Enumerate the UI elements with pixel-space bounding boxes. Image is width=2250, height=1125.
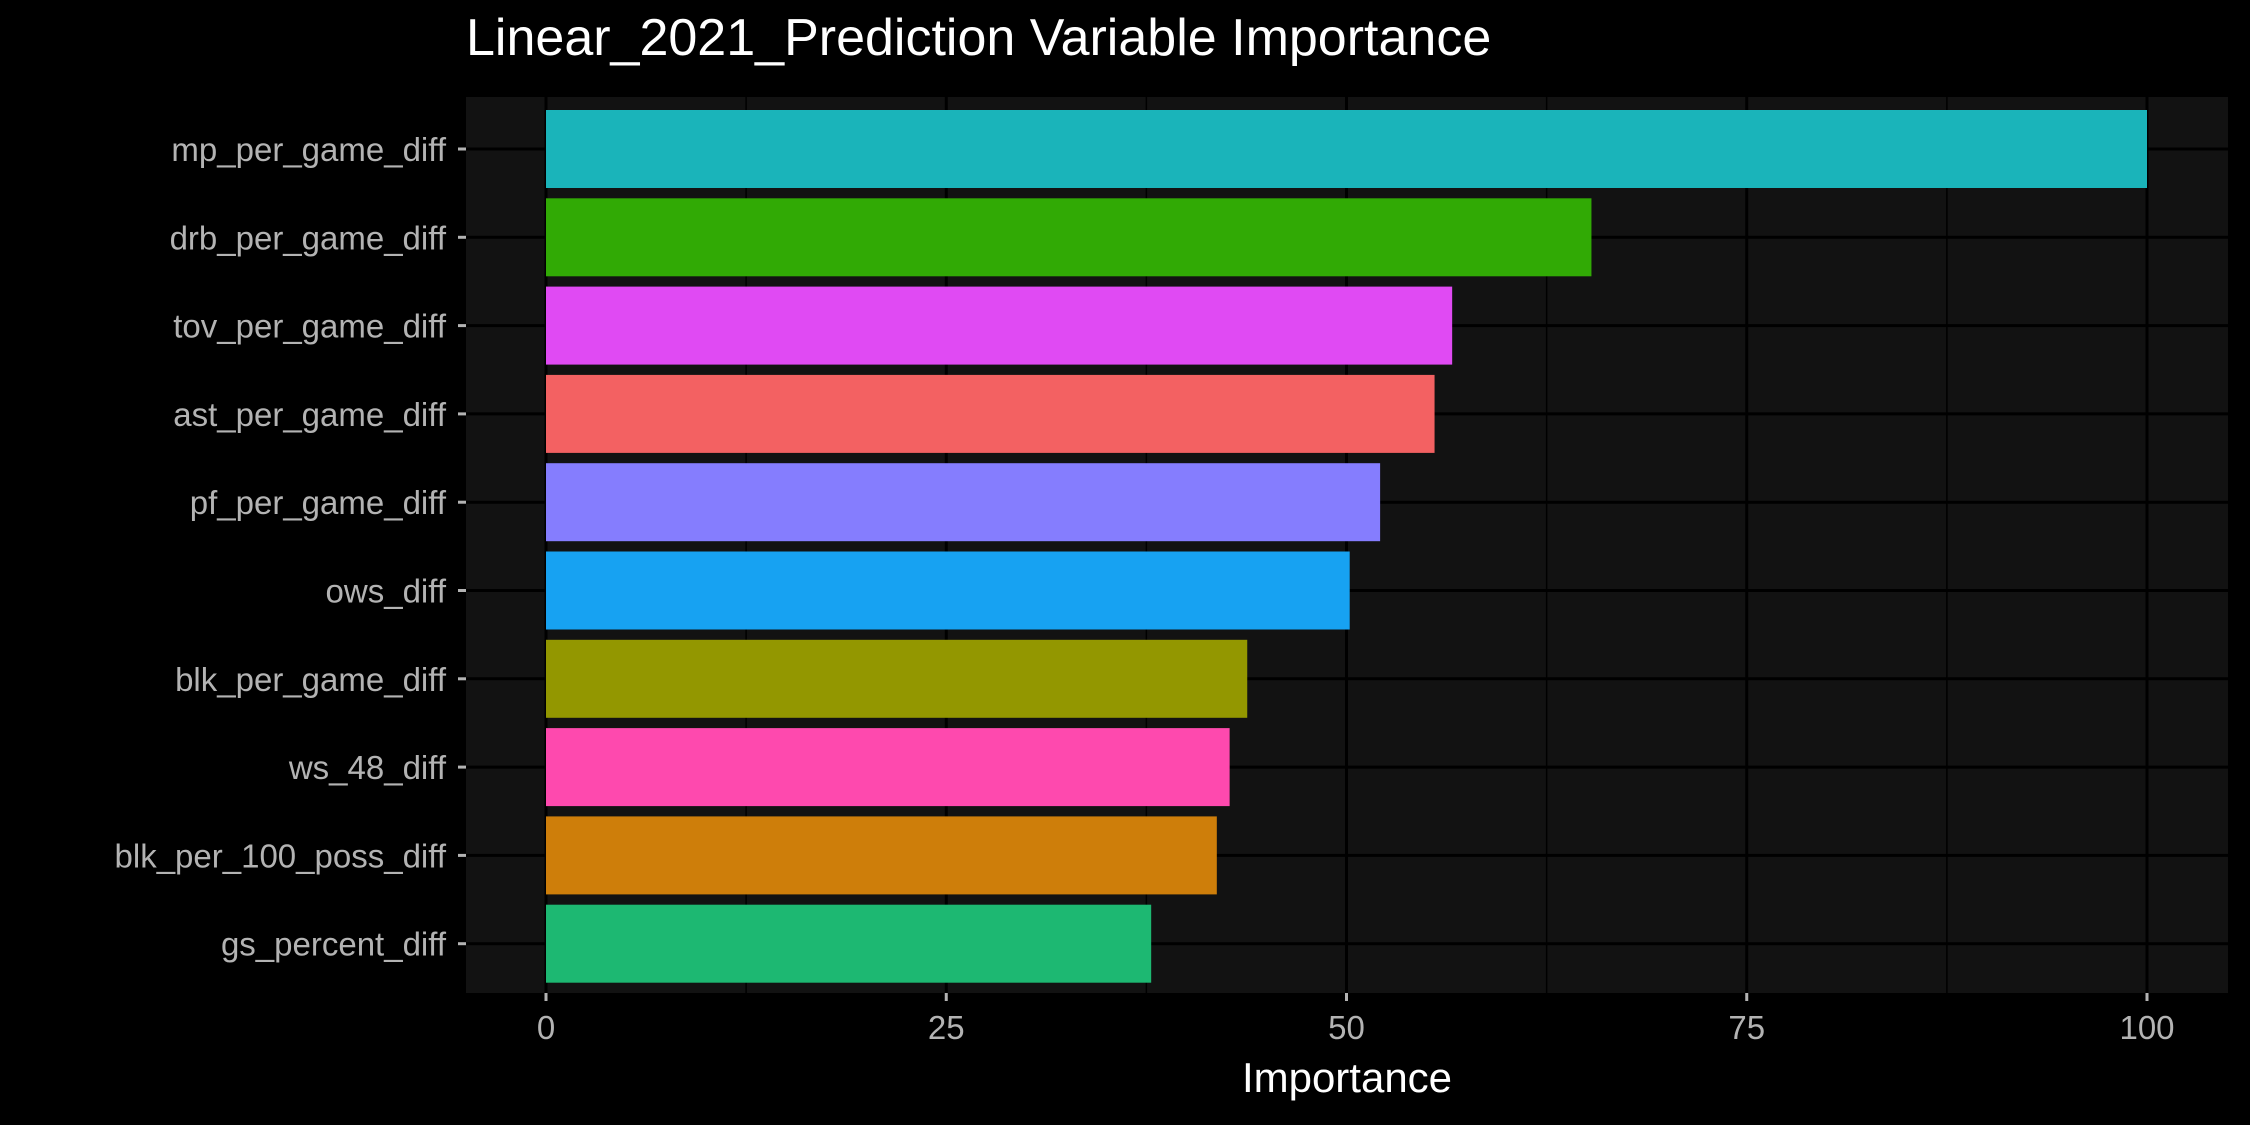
x-tick-label: 0	[537, 1009, 555, 1046]
y-tick-label: tov_per_game_diff	[173, 308, 447, 345]
y-tick-label: ows_diff	[326, 573, 447, 610]
y-tick-label: blk_per_game_diff	[175, 661, 447, 698]
bar-blk-per-100-poss-diff	[546, 816, 1217, 895]
bars	[546, 110, 2147, 983]
bar-ast-per-game-diff	[546, 374, 1435, 453]
y-tick-label: blk_per_100_poss_diff	[115, 837, 447, 874]
x-tick-label: 50	[1328, 1009, 1365, 1046]
y-tick-label: pf_per_game_diff	[190, 484, 447, 521]
x-axis: 0 25 50 75 100	[537, 993, 2175, 1046]
x-axis-title: Importance	[1242, 1054, 1452, 1101]
x-tick-label: 75	[1728, 1009, 1765, 1046]
bar-tov-per-game-diff	[546, 286, 1453, 365]
y-tick-label: ast_per_game_diff	[173, 396, 447, 433]
x-tick-label: 100	[2119, 1009, 2174, 1046]
bar-ows-diff	[546, 551, 1350, 630]
y-tick-label: mp_per_game_diff	[171, 131, 446, 168]
bar-ws-48-diff	[546, 728, 1230, 807]
bar-pf-per-game-diff	[546, 463, 1381, 542]
bar-gs-percent-diff	[546, 904, 1152, 983]
chart-title: Linear_2021_Prediction Variable Importan…	[466, 9, 1492, 67]
y-tick-label: gs_percent_diff	[221, 926, 447, 963]
y-tick-label: ws_48_diff	[288, 749, 447, 786]
y-axis: mp_per_game_diff drb_per_game_diff tov_per…	[115, 131, 466, 963]
x-tick-label: 25	[928, 1009, 965, 1046]
y-tick-label: drb_per_game_diff	[170, 219, 447, 256]
bar-drb-per-game-diff	[546, 198, 1592, 277]
bar-blk-per-game-diff	[546, 639, 1248, 718]
bar-mp-per-game-diff	[546, 110, 2147, 188]
